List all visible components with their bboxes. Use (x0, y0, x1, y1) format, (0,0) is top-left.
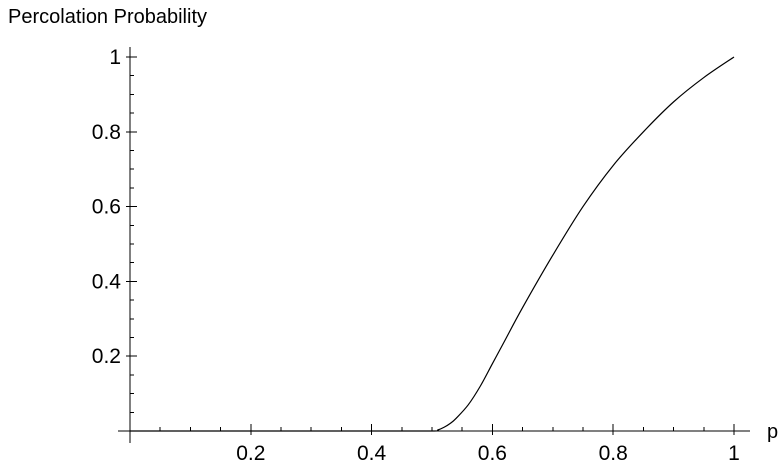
y-tick-label: 0.2 (92, 345, 121, 368)
x-tick-label: 0.8 (599, 442, 628, 465)
percolation-curve (130, 56, 735, 432)
y-axis-label: Percolation Probability (8, 6, 207, 28)
x-tick-label: 0.2 (236, 442, 265, 465)
y-tick-label: 0.6 (92, 196, 121, 219)
x-tick-label: 1 (728, 442, 740, 465)
x-tick-label: 0.4 (357, 442, 387, 465)
x-axis-label: p (767, 421, 778, 443)
ticks-layer (126, 56, 735, 435)
y-tick-label: 1 (109, 46, 121, 69)
tick-labels-layer: 0.2 0.4 0.6 0.8 1 0.2 0.4 0.6 0.8 1 (92, 46, 740, 465)
x-tick-label: 0.6 (478, 442, 507, 465)
y-tick-label: 0.8 (92, 121, 121, 144)
y-tick-label: 0.4 (92, 270, 122, 293)
